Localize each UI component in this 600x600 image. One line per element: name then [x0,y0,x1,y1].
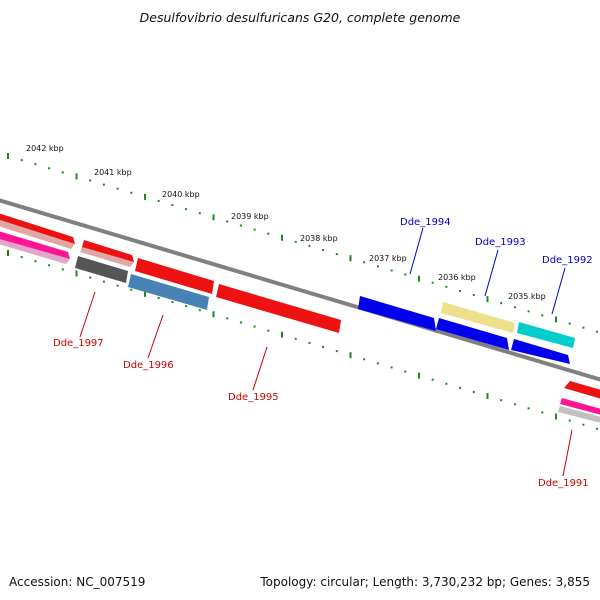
leader-line-dde-1993 [484,249,499,297]
scale-label: 2041 kbp [94,168,132,177]
gene-arrow-upstream-2[interactable] [82,240,134,262]
gene-arrow-dde-1995[interactable] [216,284,341,333]
gene-arrow-dde-1996[interactable] [128,274,209,310]
gene-arrow-dde-1993[interactable] [436,318,509,350]
gene-arrow-shadow [0,239,70,264]
gene-label-dde-1992[interactable]: Dde_1992 [542,255,593,266]
leader-lines [79,227,573,477]
gene-arrow-pink-left[interactable] [0,230,70,259]
scale-label: 2037 kbp [369,254,407,263]
gene-arrow-dde-1997[interactable] [75,256,128,283]
right-edge-genes [558,381,600,424]
gene-arrow-dde-1992[interactable] [517,322,575,348]
gene-arrow-shadow [0,219,75,249]
gene-arrow-upstream[interactable] [0,212,75,244]
forward-strand-genes [358,296,575,364]
scale-labels: 2042 kbp 2041 kbp 2040 kbp 2039 kbp 2038… [26,144,546,301]
leader-line-dde-1996 [147,314,164,359]
genome-backbone [0,198,600,382]
gene-arrow-dde-1996-upper[interactable] [135,258,214,294]
leader-line-dde-1997 [79,291,96,338]
gene-labels: Dde_1997 Dde_1996 Dde_1995 Dde_1994 Dde_… [53,217,593,489]
gene-arrow-right-edge[interactable] [564,381,600,400]
scale-label: 2040 kbp [162,190,200,199]
page-title: Desulfovibrio desulfuricans G20, complet… [139,10,461,25]
gene-arrow-downstream[interactable] [511,339,570,364]
gene-arrow-khaki[interactable] [441,302,515,333]
gene-label-dde-1997[interactable]: Dde_1997 [53,338,104,349]
gene-arrow-right-edge-2[interactable] [558,406,600,424]
scale-label: 2042 kbp [26,144,64,153]
reverse-strand-genes [0,212,341,333]
scale-label: 2038 kbp [300,234,338,243]
leader-line-dde-1991 [562,429,573,477]
leader-line-dde-1994 [409,227,424,275]
gene-arrow-dde-1994[interactable] [358,296,436,331]
tick-row-inner [7,250,599,430]
leader-line-dde-1992 [551,267,566,315]
gene-label-dde-1995[interactable]: Dde_1995 [228,392,279,403]
accession-text: Accession: NC_007519 [9,575,146,589]
tick-row-outer [7,153,599,333]
scale-label: 2036 kbp [438,273,476,282]
gene-label-dde-1991[interactable]: Dde_1991 [538,478,589,489]
gene-label-dde-1993[interactable]: Dde_1993 [475,237,526,248]
topology-summary: Topology: circular; Length: 3,730,232 bp… [260,575,590,589]
scale-label: 2039 kbp [231,212,269,221]
gene-label-dde-1996[interactable]: Dde_1996 [123,360,174,371]
gene-label-dde-1994[interactable]: Dde_1994 [400,217,451,228]
gene-arrow-shadow [80,247,134,267]
scale-label: 2035 kbp [508,292,546,301]
leader-line-dde-1995 [252,346,268,391]
gene-arrow-dde-1991[interactable] [560,398,600,416]
